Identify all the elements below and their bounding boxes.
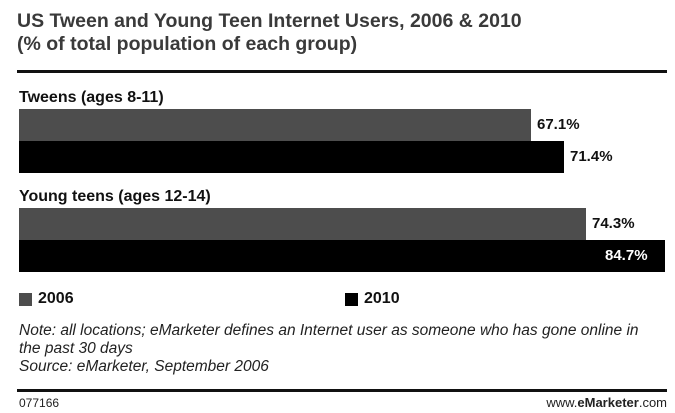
legend-swatch-2006 [19, 292, 32, 306]
legend-item-2006: 2006 [19, 289, 74, 309]
site-prefix: www. [546, 395, 578, 410]
value-label-young-teens-2006: 74.3% [592, 215, 635, 232]
value-label-young-teens-2010: 84.7% [605, 247, 648, 264]
category-label-tweens: Tweens (ages 8-11) [19, 89, 164, 106]
chart-title-main: US Tween and Young Teen Internet Users, … [17, 10, 522, 32]
bar-tweens-2006 [19, 109, 531, 141]
note-text: Note: all locations; eMarketer defines a… [19, 322, 639, 357]
value-label-tweens-2010: 71.4% [570, 148, 613, 165]
site-brand: eMarketer [577, 395, 639, 410]
chart-title: US Tween and Young Teen Internet Users, … [17, 10, 667, 56]
legend-label-2010: 2010 [364, 290, 400, 307]
chart-id: 077166 [19, 396, 60, 410]
legend-swatch-2010 [345, 292, 358, 306]
chart-notes: Note: all locations; eMarketer defines a… [19, 322, 659, 376]
bar-young-teens-2006 [19, 208, 586, 240]
top-rule [17, 70, 667, 73]
source-text: Source: eMarketer, September 2006 [19, 358, 269, 375]
bar-tweens-2010 [19, 141, 564, 173]
chart-subtitle: (% of total population of each group) [17, 33, 358, 55]
bar-young-teens-2010 [19, 240, 665, 272]
site-suffix: .com [638, 395, 667, 410]
site-credit: www.eMarketer.com [546, 395, 667, 410]
bottom-rule [17, 389, 667, 392]
value-label-tweens-2006: 67.1% [537, 116, 580, 133]
legend-label-2006: 2006 [38, 290, 74, 307]
category-label-young-teens: Young teens (ages 12-14) [19, 188, 211, 205]
legend-item-2010: 2010 [345, 289, 400, 309]
